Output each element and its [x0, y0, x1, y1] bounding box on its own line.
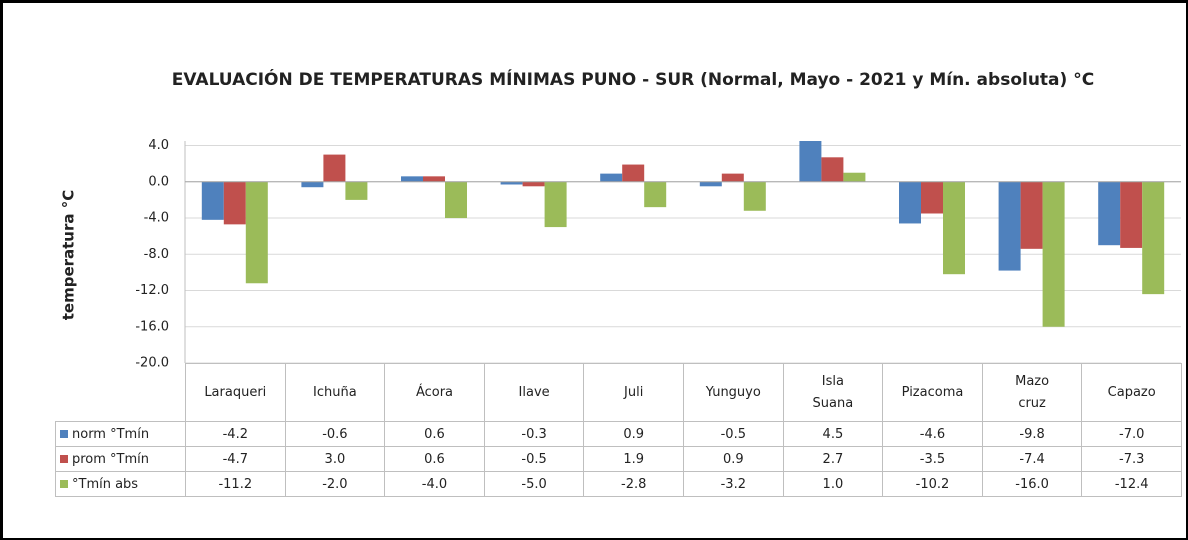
bar — [644, 181, 667, 208]
legend-entry: norm °Tmín — [55, 421, 186, 447]
table-value: -4.0 — [384, 471, 485, 497]
table-value: -3.5 — [882, 446, 983, 472]
table-value: 0.9 — [683, 446, 784, 472]
bar — [843, 172, 866, 182]
legend-entry: °Tmín abs — [55, 471, 186, 497]
category-label: Mazo cruz — [981, 363, 1083, 422]
category-label: Ácora — [384, 363, 485, 422]
table-value: -4.6 — [882, 421, 983, 447]
bar — [544, 181, 567, 228]
category-label: Capazo — [1081, 363, 1182, 422]
table-value: 4.5 — [782, 421, 884, 447]
bar — [323, 154, 346, 182]
bar — [943, 181, 965, 275]
y-tick-label: -16.0 — [135, 319, 169, 334]
table-value: -16.0 — [981, 471, 1083, 497]
bar — [799, 141, 822, 182]
legend-swatch — [60, 480, 68, 488]
bar — [998, 181, 1021, 271]
bar — [699, 181, 722, 187]
bar — [743, 181, 766, 211]
bar — [622, 164, 645, 182]
bar — [1142, 181, 1165, 295]
y-tick-label: -4.0 — [144, 211, 169, 226]
category-label: Pizacoma — [882, 363, 983, 422]
y-tick-label: -12.0 — [135, 283, 169, 298]
table-value: -10.2 — [882, 471, 983, 497]
plot: temperatura °C 4.0 0.0 -4.0 -8.0 -12.0 -16.0 -… — [60, 138, 1181, 371]
table-value: -0.3 — [483, 421, 585, 447]
table-value: -9.8 — [981, 421, 1083, 447]
table-value: -11.2 — [185, 471, 286, 497]
table-value: -0.5 — [483, 446, 585, 472]
table-value: 1.0 — [782, 471, 884, 497]
bar — [345, 181, 368, 200]
table-value: 2.7 — [782, 446, 884, 472]
y-tick-label: -8.0 — [144, 247, 169, 262]
bar — [245, 181, 268, 284]
y-tick-label: 4.0 — [148, 138, 169, 153]
y-tick-label: 0.0 — [148, 174, 169, 189]
bar — [301, 181, 324, 188]
legend-label: prom °Tmín — [72, 451, 150, 467]
table-value: -5.0 — [483, 471, 585, 497]
bar — [223, 181, 246, 225]
bar — [522, 181, 545, 187]
legend-swatch — [60, 430, 68, 438]
category-label: Isla Suana — [782, 363, 884, 422]
table-value: 0.6 — [384, 446, 485, 472]
legend-swatch — [60, 455, 68, 463]
legend-label: °Tmín abs — [72, 476, 139, 492]
category-label: Laraqueri — [185, 363, 286, 422]
table-value: 0.6 — [384, 421, 485, 447]
table-value: -12.4 — [1081, 471, 1182, 497]
chart-title: EVALUACIÓN DE TEMPERATURAS MÍNIMAS PUNO … — [171, 70, 1095, 90]
category-label: Ichuña — [284, 363, 386, 422]
bar — [1098, 181, 1121, 246]
table-value: -4.2 — [185, 421, 286, 447]
bar — [721, 173, 744, 182]
legend-entry: prom °Tmín — [55, 446, 186, 472]
y-axis-label: temperatura °C — [60, 190, 78, 321]
bar — [600, 173, 623, 182]
table-value: 3.0 — [284, 446, 386, 472]
table-value: -7.4 — [981, 446, 1083, 472]
category-label: Yunguyo — [683, 363, 784, 422]
table-value: -7.0 — [1081, 421, 1182, 447]
table-value: 0.9 — [583, 421, 684, 447]
table-value: -7.3 — [1081, 446, 1182, 472]
bar — [1042, 181, 1065, 327]
bar — [1020, 181, 1043, 249]
bar — [921, 181, 943, 214]
table-value: -2.0 — [284, 471, 386, 497]
category-label: Juli — [583, 363, 684, 422]
bar — [445, 181, 467, 219]
bar — [1120, 181, 1143, 248]
legend-label: norm °Tmín — [72, 426, 150, 442]
table-value: -3.2 — [683, 471, 784, 497]
table-value: -4.7 — [185, 446, 286, 472]
bar — [201, 181, 224, 220]
bar — [500, 181, 523, 185]
bar — [899, 181, 921, 224]
bar — [423, 176, 445, 182]
table-value: -0.5 — [683, 421, 784, 447]
table-value: 1.9 — [583, 446, 684, 472]
bar — [821, 157, 844, 182]
category-label: Ilave — [483, 363, 585, 422]
y-tick-label: -20.0 — [135, 356, 169, 371]
table-value: -2.8 — [583, 471, 684, 497]
table-value: -0.6 — [284, 421, 386, 447]
bar — [401, 176, 423, 182]
